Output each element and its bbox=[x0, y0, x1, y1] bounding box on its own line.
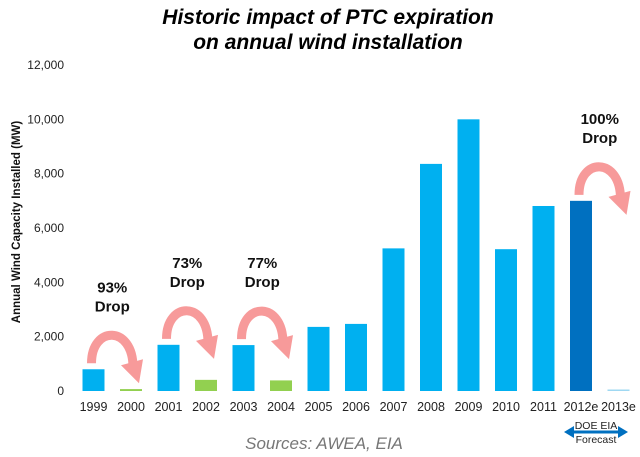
drop-word-label: Drop bbox=[170, 274, 205, 291]
chart-title: Historic impact of PTC expiration bbox=[162, 6, 493, 29]
source-note: Sources: AWEA, EIA bbox=[245, 434, 403, 453]
bar-2009 bbox=[457, 119, 480, 391]
drop-arrow-head bbox=[608, 190, 631, 215]
drop-arrow-curve bbox=[162, 306, 213, 344]
bar-2003 bbox=[232, 345, 255, 391]
bar-2007 bbox=[382, 248, 405, 391]
y-tick-label: 10,000 bbox=[27, 112, 64, 126]
x-tick-label: 2009 bbox=[455, 400, 483, 414]
drop-word-label: Drop bbox=[582, 130, 617, 147]
x-tick-label: 2002 bbox=[192, 400, 220, 414]
x-tick-label: 2007 bbox=[380, 400, 408, 414]
drop-arrow-head bbox=[196, 334, 218, 359]
drop-word-label: Drop bbox=[95, 298, 130, 315]
drop-arrow-curve bbox=[237, 306, 288, 344]
x-tick-label: 2005 bbox=[305, 400, 333, 414]
x-tick-label: 2003 bbox=[230, 400, 258, 414]
x-tick-label: 2001 bbox=[155, 400, 183, 414]
x-axis: 1999 2000 2001 2002 2003 2004 2005 2006 2007 2008… bbox=[80, 400, 636, 414]
bar-2000 bbox=[120, 389, 142, 391]
drop-percent-label: 100% bbox=[581, 111, 619, 128]
forecast-note: DOE EIA Forecast bbox=[564, 420, 628, 446]
y-tick-label: 6,000 bbox=[34, 221, 64, 235]
forecast-arrow-right-head bbox=[618, 426, 628, 438]
drop-arrow-curve bbox=[87, 330, 138, 368]
x-tick-label: 2013e bbox=[601, 400, 636, 414]
x-tick-label: 2011 bbox=[530, 400, 557, 414]
x-tick-label: 2006 bbox=[342, 400, 370, 414]
drop-percent-label: 77% bbox=[247, 255, 277, 272]
bar-2001 bbox=[157, 344, 180, 391]
y-tick-label: 12,000 bbox=[27, 58, 64, 72]
y-tick-label: 0 bbox=[57, 384, 64, 398]
x-tick-label: 1999 bbox=[80, 400, 108, 414]
chart-subtitle: on annual wind installation bbox=[193, 31, 463, 54]
y-axis: 0 2,000 4,000 6,000 8,000 10,000 12,000 bbox=[27, 58, 64, 398]
x-tick-label: 2004 bbox=[267, 400, 295, 414]
forecast-arrow-left-head bbox=[564, 426, 574, 438]
bar-2005 bbox=[307, 326, 330, 391]
forecast-label-type: Forecast bbox=[576, 434, 617, 446]
bar-2004 bbox=[270, 380, 292, 391]
drop-arrows bbox=[87, 162, 631, 384]
drop-percent-label: 93% bbox=[97, 279, 127, 296]
x-tick-label: 2012e bbox=[564, 400, 599, 414]
y-tick-label: 8,000 bbox=[34, 167, 64, 181]
bar-2010 bbox=[495, 249, 517, 391]
y-tick-label: 2,000 bbox=[34, 330, 64, 344]
bar-2011 bbox=[532, 205, 555, 391]
bars bbox=[82, 119, 630, 391]
x-tick-label: 2008 bbox=[417, 400, 445, 414]
drop-percent-label: 73% bbox=[172, 255, 202, 272]
bar-2002 bbox=[195, 379, 217, 391]
drop-arrow-curve bbox=[574, 162, 625, 200]
x-tick-label: 2000 bbox=[117, 400, 145, 414]
y-axis-label: Annual Wind Capacity Installed (MW) bbox=[11, 121, 23, 324]
forecast-label-source: DOE EIA bbox=[575, 420, 618, 432]
drop-arrow-head bbox=[271, 335, 293, 360]
bar-2006 bbox=[345, 323, 367, 391]
bar-2008 bbox=[420, 163, 442, 391]
drop-annotations: 93% Drop 73% Drop 77% Drop 100% Drop bbox=[95, 111, 619, 315]
bar-2012e bbox=[570, 200, 592, 391]
bar-2013e bbox=[607, 389, 630, 391]
drop-arrow-head bbox=[121, 359, 143, 384]
drop-word-label: Drop bbox=[245, 274, 280, 291]
y-tick-label: 4,000 bbox=[34, 275, 64, 289]
bar-1999 bbox=[82, 369, 105, 391]
x-tick-label: 2010 bbox=[492, 400, 520, 414]
